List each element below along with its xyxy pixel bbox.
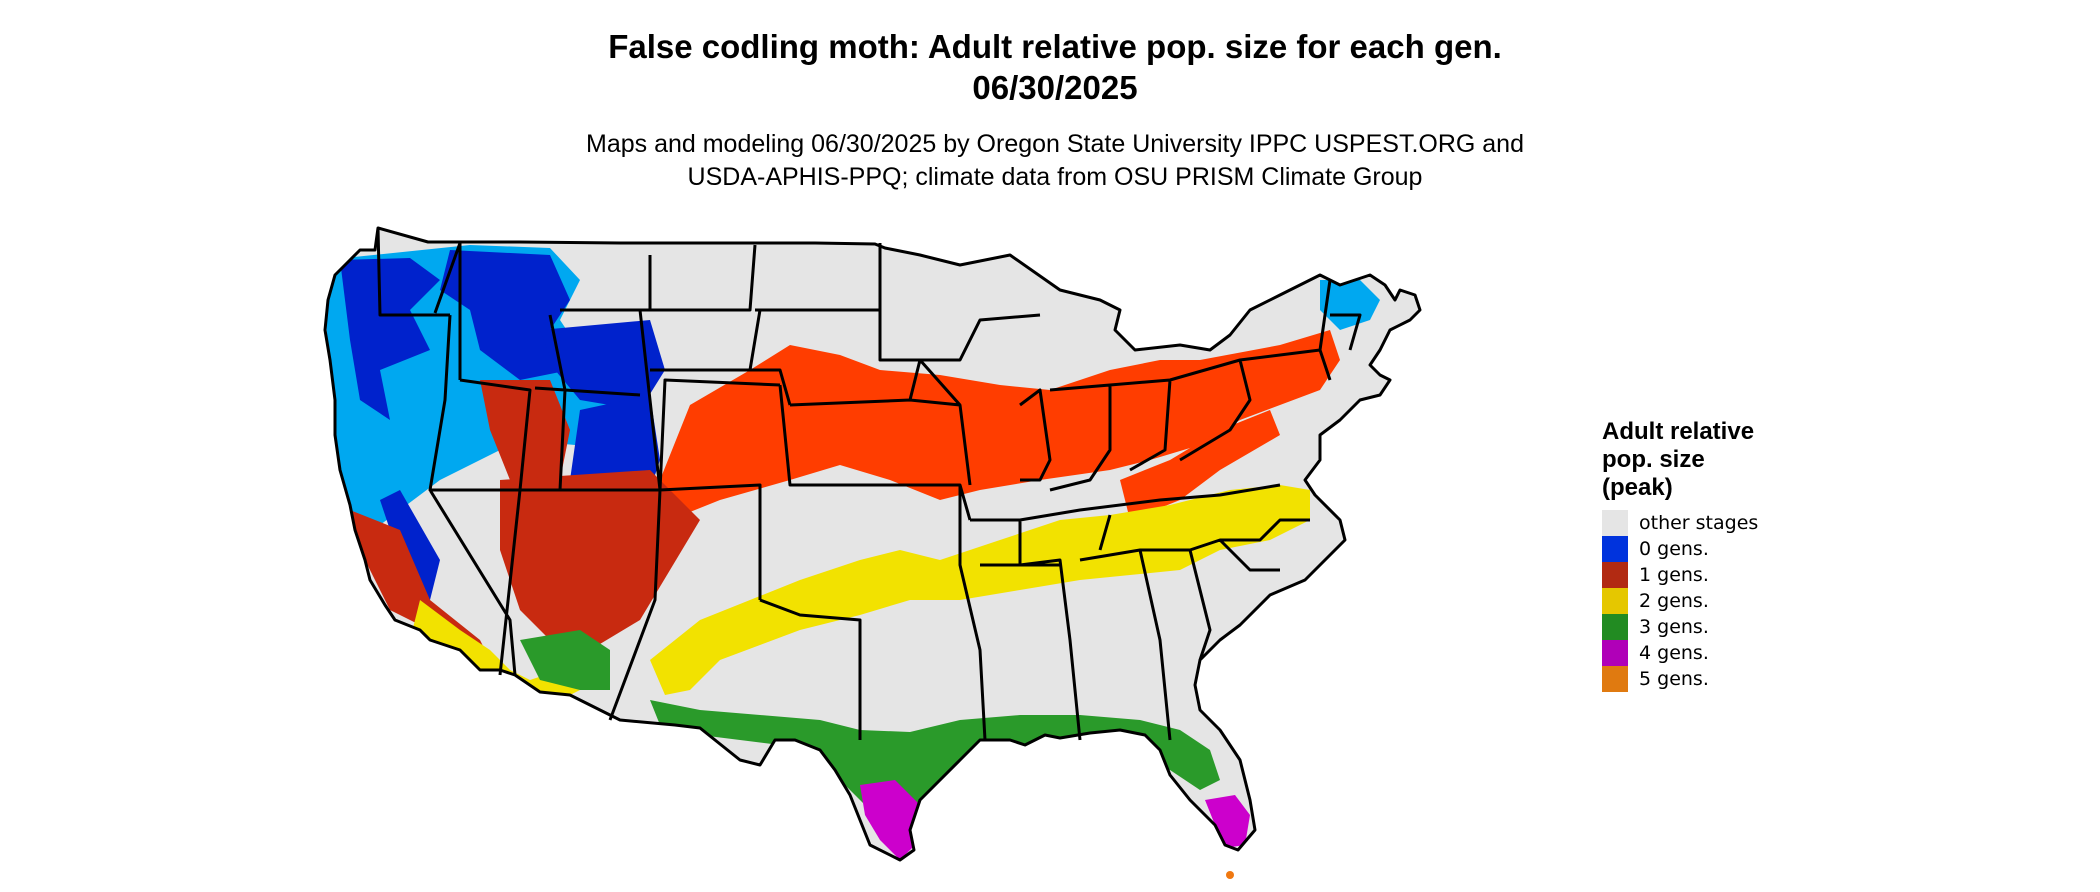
legend-item: 1 gens. xyxy=(1602,562,1822,588)
legend-swatch xyxy=(1602,666,1628,692)
legend-title: Adult relative pop. size (peak) xyxy=(1602,418,1822,502)
zone-4-gens xyxy=(860,780,1250,860)
zone-0-dark-sierra xyxy=(380,490,440,600)
zone-5-gens-keys xyxy=(1226,871,1234,879)
map-title: False codling moth: Adult relative pop. … xyxy=(340,26,1770,108)
us-population-map xyxy=(323,226,1422,879)
zone-1-appalachia xyxy=(1120,410,1280,520)
legend-title-line2: pop. size xyxy=(1602,446,1705,473)
zone-2-gens xyxy=(410,485,1310,700)
map-subtitle-line2: USDA-APHIS-PPQ; climate data from OSU PR… xyxy=(687,163,1423,191)
legend: Adult relative pop. size (peak) other st… xyxy=(1602,418,1822,692)
map-title-date: 06/30/2025 xyxy=(972,69,1138,106)
legend-swatch xyxy=(1602,640,1628,666)
legend-item: 0 gens. xyxy=(1602,536,1822,562)
zone-0-light-superior xyxy=(1110,270,1160,295)
legend-label: other stages xyxy=(1639,512,1759,534)
legend-title-line1: Adult relative xyxy=(1602,418,1755,445)
legend-swatch xyxy=(1602,614,1628,640)
title-block: False codling moth: Adult relative pop. … xyxy=(340,26,1770,194)
zone-3-arizona xyxy=(520,630,610,690)
legend-swatch xyxy=(1602,562,1628,588)
zone-2-southwest xyxy=(410,600,580,700)
legend-label: 5 gens. xyxy=(1639,668,1709,690)
state-borders xyxy=(323,226,1422,862)
state-lines xyxy=(376,227,1362,741)
zone-4-south-texas xyxy=(860,780,920,860)
zone-1-four-corners xyxy=(500,470,700,650)
zone-0-dark-nw xyxy=(340,258,440,420)
generation-zones xyxy=(325,245,1380,860)
zone-0-dark-wyoming xyxy=(540,320,665,410)
legend-swatch xyxy=(1602,588,1628,614)
map-subtitle: Maps and modeling 06/30/2025 by Oregon S… xyxy=(340,128,1770,194)
map-title-line1: False codling moth: Adult relative pop. … xyxy=(608,28,1502,65)
zone-0-dark-idaho xyxy=(440,250,570,380)
legend-title-line3: (peak) xyxy=(1602,474,1673,501)
zone-4-south-florida xyxy=(1205,795,1250,848)
legend-label: 0 gens. xyxy=(1639,538,1709,560)
legend-item: 3 gens. xyxy=(1602,614,1822,640)
legend-label: 2 gens. xyxy=(1639,590,1709,612)
legend-item: 4 gens. xyxy=(1602,640,1822,666)
legend-label: 4 gens. xyxy=(1639,642,1709,664)
zone-2-south-band xyxy=(650,485,1310,695)
legend-label: 3 gens. xyxy=(1639,616,1709,638)
legend-item: other stages xyxy=(1602,510,1822,536)
map-subtitle-line1: Maps and modeling 06/30/2025 by Oregon S… xyxy=(586,130,1524,158)
legend-items: other stages 0 gens. 1 gens. 2 gens. 3 gens.… xyxy=(1602,510,1822,692)
zone-1-midwest-band xyxy=(660,330,1340,520)
zone-0-light-ne xyxy=(1320,280,1380,330)
legend-swatch xyxy=(1602,536,1628,562)
legend-swatch xyxy=(1602,510,1628,536)
legend-item: 2 gens. xyxy=(1602,588,1822,614)
legend-label: 1 gens. xyxy=(1639,564,1709,586)
legend-item: 5 gens. xyxy=(1602,666,1822,692)
